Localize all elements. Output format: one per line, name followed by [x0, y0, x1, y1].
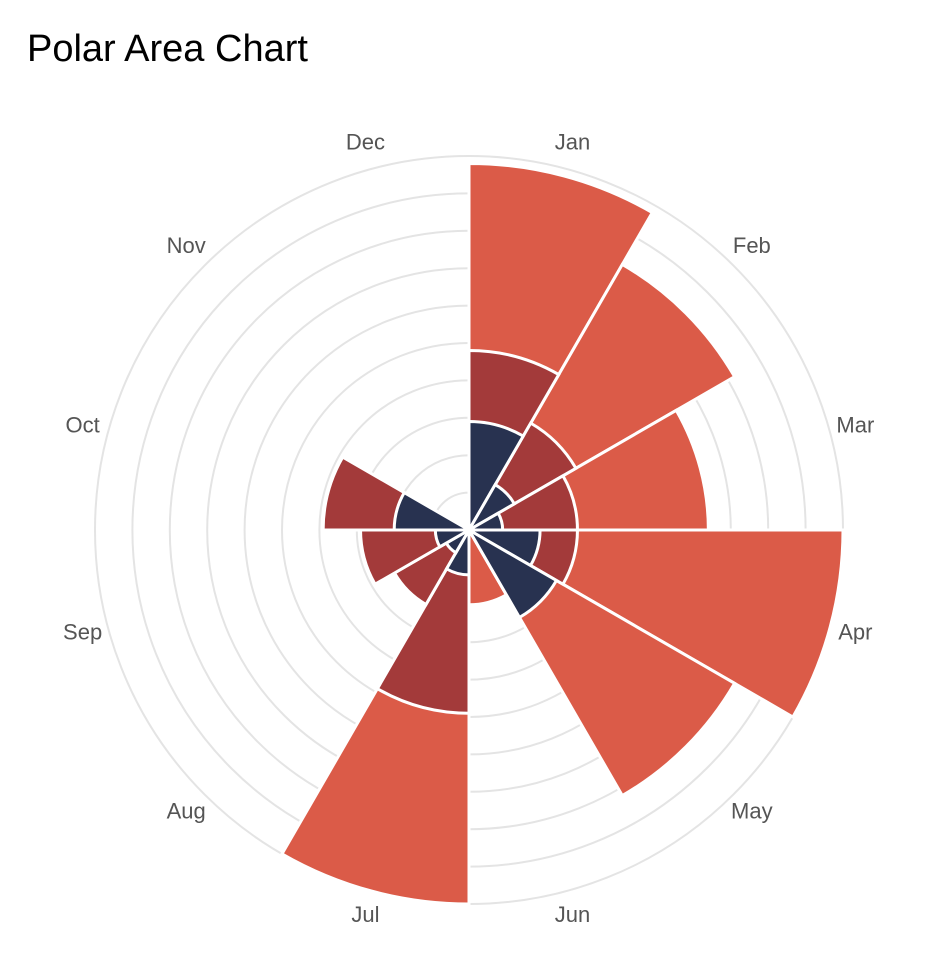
month-label-mar: Mar — [836, 412, 874, 437]
wedge-may-layer-3[interactable] — [464, 525, 559, 620]
wedge-layer — [279, 161, 845, 906]
wedge-jul-layer-2[interactable] — [375, 524, 471, 715]
wedge-jan-layer-3[interactable] — [467, 420, 526, 536]
month-label-sep: Sep — [63, 619, 102, 644]
month-label-may: May — [731, 799, 773, 824]
month-label-jan: Jan — [555, 129, 590, 154]
wedge-oct-layer-3[interactable] — [392, 490, 475, 532]
label-layer: Jan Feb Mar Apr May Jun Jul Aug Sep Oct Nov Dec — [63, 129, 874, 927]
month-label-apr: Apr — [838, 619, 872, 644]
month-label-dec: Dec — [346, 129, 385, 154]
month-label-jul: Jul — [351, 902, 379, 927]
month-label-nov: Nov — [167, 233, 206, 258]
month-label-aug: Aug — [167, 799, 206, 824]
month-label-jun: Jun — [555, 902, 590, 927]
month-label-oct: Oct — [66, 412, 100, 437]
month-label-feb: Feb — [733, 233, 771, 258]
chart-title: Polar Area Chart — [27, 28, 308, 70]
wedge-feb-layer-3[interactable] — [464, 482, 517, 535]
